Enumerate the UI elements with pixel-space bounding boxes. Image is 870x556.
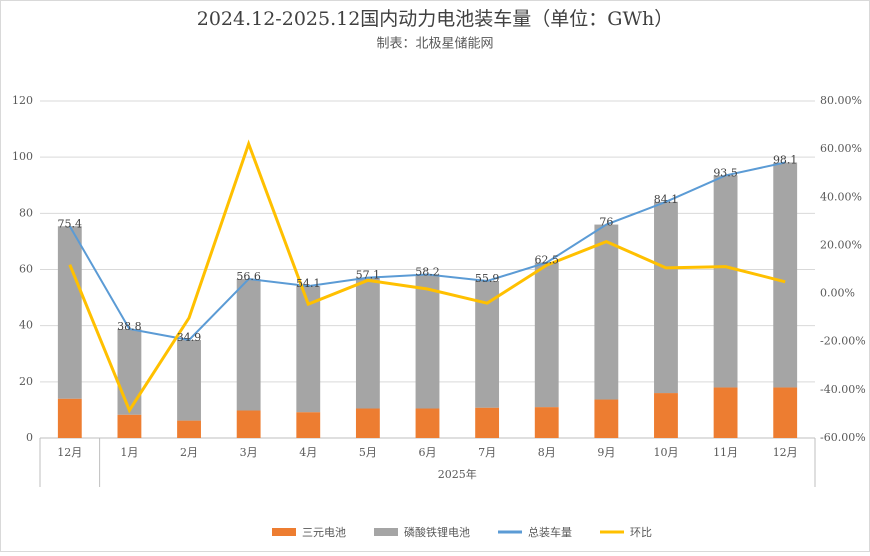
bar (57, 398, 82, 438)
y-tick-label: 60 (19, 263, 33, 276)
x-tick-label: 8月 (538, 446, 556, 459)
x-tick-label: 12月 (773, 446, 798, 459)
legend-label: 总装车量 (528, 525, 572, 539)
x-tick-label: 9月 (597, 446, 615, 459)
x-tick-label: 5月 (359, 446, 377, 459)
x-tick-label: 6月 (419, 446, 437, 459)
data-label: 38.8 (117, 320, 142, 333)
y-tick-label: 100 (12, 150, 33, 163)
x-tick-label: 4月 (299, 446, 317, 459)
bar (773, 387, 798, 438)
y2-tick-label: -20.00% (820, 335, 866, 348)
x-tick-label: 1月 (120, 446, 138, 459)
data-label: 55.9 (475, 272, 500, 285)
bar (475, 407, 500, 438)
bar (415, 408, 440, 438)
chart-subtitle: 制表：北极星储能网 (376, 37, 493, 52)
bar (654, 393, 678, 438)
data-label: 93.5 (713, 166, 738, 179)
y2-tick-label: 40.00% (820, 190, 862, 203)
legend-label: 环比 (630, 526, 652, 539)
bar (534, 407, 559, 438)
legend-swatch (272, 528, 296, 536)
data-label: 62.5 (534, 253, 559, 266)
bar (773, 162, 798, 388)
line-series (68, 139, 786, 414)
bar (654, 201, 678, 394)
legend-label: 三元电池 (302, 526, 346, 539)
y-tick-label: 120 (12, 94, 33, 107)
y-tick-label: 20 (19, 375, 33, 388)
bar (117, 414, 142, 438)
bar (475, 281, 500, 408)
bar (415, 274, 440, 409)
data-label: 34.9 (177, 331, 202, 344)
y2-tick-label: 80.00% (820, 94, 862, 107)
y2-tick-label: -60.00% (820, 431, 866, 444)
data-label: 76 (599, 216, 613, 229)
y2-tick-label: 0.00% (820, 287, 855, 300)
bar (713, 175, 738, 388)
bar (177, 420, 201, 438)
x-tick-label: 11月 (713, 446, 738, 459)
legend-swatch (374, 528, 398, 536)
data-label: 84.1 (654, 193, 679, 206)
line-series (68, 161, 786, 342)
bar (355, 277, 380, 409)
y2-tick-label: -40.00% (820, 383, 866, 396)
data-label: 58.2 (415, 266, 440, 279)
bar (594, 224, 619, 400)
y2-tick-label: 20.00% (820, 238, 862, 251)
y-tick-label: 0 (26, 431, 33, 444)
y2-tick-label: 60.00% (820, 142, 862, 155)
bar (534, 262, 559, 408)
bar (117, 329, 142, 415)
bar (177, 339, 201, 421)
x-tick-label: 3月 (240, 446, 258, 459)
bar (236, 279, 261, 411)
x-tick-label: 10月 (653, 446, 678, 459)
data-label: 57.1 (356, 269, 381, 282)
data-label: 98.1 (773, 154, 798, 167)
y-tick-label: 80 (19, 206, 33, 219)
x-tick-label: 7月 (478, 446, 496, 459)
data-label: 75.4 (58, 217, 83, 230)
bar (355, 408, 380, 438)
x-tick-label: 2月 (180, 446, 198, 459)
bar (296, 412, 321, 438)
bar (594, 399, 619, 438)
legend-label: 磷酸铁锂电池 (404, 525, 470, 539)
y-tick-label: 40 (19, 319, 33, 332)
chart-title: 2024.12-2025.12国内动力电池装车量（单位：GWh） (197, 8, 674, 30)
bar (236, 410, 261, 438)
data-label: 56.6 (236, 270, 261, 283)
bar (713, 387, 738, 438)
x-tick-label: 12月 (57, 446, 82, 459)
data-label: 54.1 (296, 277, 321, 290)
bar (57, 226, 82, 399)
x-group-label: 2025年 (438, 467, 477, 481)
bar (296, 286, 321, 413)
